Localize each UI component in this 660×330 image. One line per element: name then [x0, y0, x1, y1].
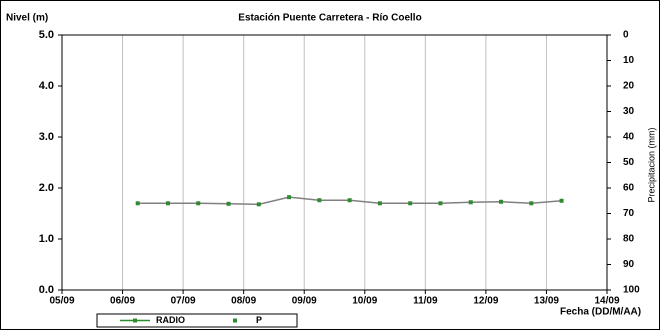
legend-box [96, 313, 298, 328]
data-point [317, 198, 322, 203]
data-point [196, 201, 201, 206]
y2-tick-label: 10 [623, 55, 635, 66]
data-point [287, 195, 292, 200]
x-tick-label: 13/09 [534, 296, 559, 307]
y-tick-label: 1.0 [39, 233, 54, 245]
x-tick-label: 06/09 [110, 296, 135, 307]
legend-marker [233, 318, 237, 323]
data-point [468, 200, 473, 205]
y-tick-label: 5.0 [39, 29, 54, 41]
x-tick-label: 09/09 [292, 296, 317, 307]
y-axis-label: Nivel (m) [6, 13, 48, 24]
legend-label: P [256, 315, 262, 325]
data-point [438, 201, 443, 206]
y2-axis-label: Precipitacion (mm) [646, 127, 656, 202]
data-point [377, 201, 382, 206]
x-axis-label: Fecha (DD/M/AA) [560, 307, 641, 318]
data-point [226, 201, 231, 206]
data-point [347, 198, 352, 203]
y2-tick-label: 80 [623, 234, 635, 245]
x-tick-label: 12/09 [473, 296, 498, 307]
x-tick-label: 07/09 [171, 296, 196, 307]
y-tick-label: 0.0 [39, 284, 54, 296]
y2-tick-label: 100 [623, 285, 640, 296]
data-point [135, 201, 140, 206]
plot-border [61, 34, 608, 291]
legend-marker [133, 318, 137, 323]
data-point [559, 198, 564, 203]
x-tick-label: 05/09 [49, 296, 74, 307]
x-tick-label: 14/09 [594, 296, 619, 307]
y2-tick-label: 0 [623, 30, 629, 41]
y2-tick-label: 70 [623, 208, 635, 219]
x-tick-label: 08/09 [231, 296, 256, 307]
plot-area [61, 34, 608, 291]
y-tick-label: 2.0 [39, 182, 54, 194]
y-tick-label: 4.0 [39, 80, 54, 92]
x-tick-label: 11/09 [413, 296, 438, 307]
chart-title: Estación Puente Carretera - Río Coello [238, 13, 421, 24]
y2-tick-label: 40 [623, 132, 635, 143]
y2-tick-label: 60 [623, 183, 635, 194]
data-point [165, 201, 170, 206]
y2-tick-label: 50 [623, 157, 635, 168]
y2-tick-label: 20 [623, 81, 635, 92]
data-point [529, 201, 534, 206]
data-point [256, 202, 261, 207]
y2-tick-label: 30 [623, 106, 635, 117]
data-point [408, 201, 413, 206]
x-tick-label: 10/09 [352, 296, 377, 307]
y2-tick-label: 90 [623, 259, 635, 270]
data-point [499, 199, 504, 204]
legend-label: RADIO [156, 315, 185, 325]
y-tick-label: 3.0 [39, 131, 54, 143]
